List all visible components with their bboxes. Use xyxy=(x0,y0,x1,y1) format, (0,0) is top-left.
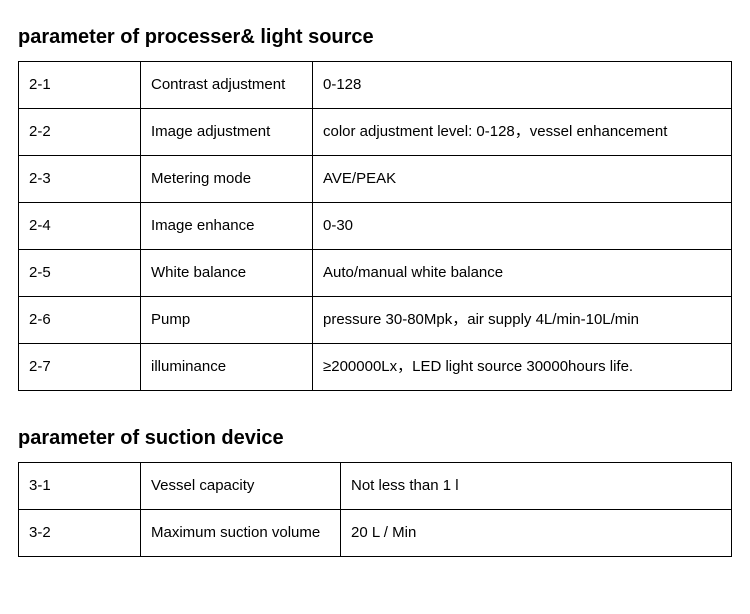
row-name: Metering mode xyxy=(141,156,313,203)
row-name: Image adjustment xyxy=(141,109,313,156)
processor-table: 2-1 Contrast adjustment 0-128 2-2 Image … xyxy=(18,61,732,391)
row-id: 2-6 xyxy=(19,297,141,344)
table-row: 2-1 Contrast adjustment 0-128 xyxy=(19,62,732,109)
table-row: 2-5 White balance Auto/manual white bala… xyxy=(19,250,732,297)
row-value: Not less than 1 l xyxy=(341,463,732,510)
row-value: pressure 30-80Mpk，air supply 4L/min-10L/… xyxy=(313,297,732,344)
row-id: 2-7 xyxy=(19,344,141,391)
row-id: 3-2 xyxy=(19,510,141,557)
row-value: 0-128 xyxy=(313,62,732,109)
row-value: 0-30 xyxy=(313,203,732,250)
row-name: Contrast adjustment xyxy=(141,62,313,109)
row-id: 2-2 xyxy=(19,109,141,156)
row-name: illuminance xyxy=(141,344,313,391)
row-value: 20 L / Min xyxy=(341,510,732,557)
row-name: Pump xyxy=(141,297,313,344)
row-name: White balance xyxy=(141,250,313,297)
table-row: 2-6 Pump pressure 30-80Mpk，air supply 4L… xyxy=(19,297,732,344)
row-id: 2-4 xyxy=(19,203,141,250)
row-value: color adjustment level: 0-128，vessel enh… xyxy=(313,109,732,156)
table-row: 2-3 Metering mode AVE/PEAK xyxy=(19,156,732,203)
row-id: 2-3 xyxy=(19,156,141,203)
row-id: 2-5 xyxy=(19,250,141,297)
table-row: 2-7 illuminance ≥200000Lx，LED light sour… xyxy=(19,344,732,391)
table-row: 2-4 Image enhance 0-30 xyxy=(19,203,732,250)
table-row: 3-1 Vessel capacity Not less than 1 l xyxy=(19,463,732,510)
row-value: ≥200000Lx，LED light source 30000hours li… xyxy=(313,344,732,391)
suction-table: 3-1 Vessel capacity Not less than 1 l 3-… xyxy=(18,462,732,557)
row-value: Auto/manual white balance xyxy=(313,250,732,297)
section-title-processor: parameter of processer& light source xyxy=(18,26,732,49)
row-name: Vessel capacity xyxy=(141,463,341,510)
section-title-suction: parameter of suction device xyxy=(18,427,732,450)
table-row: 3-2 Maximum suction volume 20 L / Min xyxy=(19,510,732,557)
row-id: 3-1 xyxy=(19,463,141,510)
row-value: AVE/PEAK xyxy=(313,156,732,203)
row-name: Maximum suction volume xyxy=(141,510,341,557)
row-id: 2-1 xyxy=(19,62,141,109)
row-name: Image enhance xyxy=(141,203,313,250)
table-row: 2-2 Image adjustment color adjustment le… xyxy=(19,109,732,156)
